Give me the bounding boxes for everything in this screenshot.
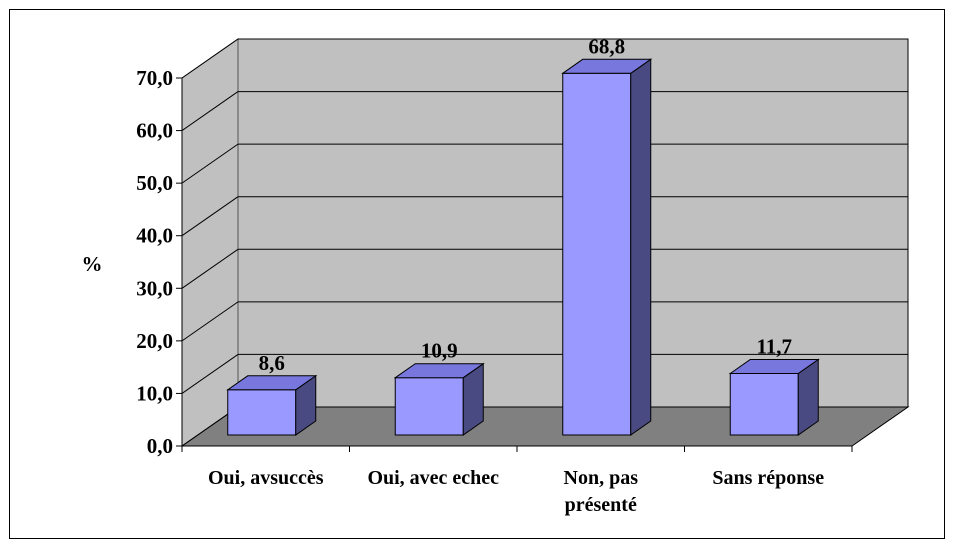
bar-top	[561, 58, 653, 74]
y-tick-label: 20,0	[136, 329, 173, 353]
gridline-depth	[181, 143, 239, 184]
category-label: présenté	[565, 494, 637, 516]
bar-top	[226, 375, 318, 391]
bar	[562, 72, 632, 436]
gridline-depth	[181, 301, 239, 342]
category-label: Sans réponse	[712, 467, 824, 489]
bar	[227, 389, 297, 436]
gridline-depth	[181, 248, 239, 289]
category-label: Oui, avsuccès	[208, 467, 324, 489]
data-label: 11,7	[756, 334, 792, 358]
bar	[729, 372, 799, 436]
bar-side	[630, 58, 652, 436]
data-label: 68,8	[588, 34, 625, 58]
y-tick-label: 70,0	[136, 66, 173, 90]
bar	[394, 377, 464, 436]
gridline-depth	[181, 91, 239, 131]
y-tick-label: 10,0	[136, 381, 173, 405]
bar-top	[393, 363, 485, 379]
y-tick-label: 50,0	[136, 171, 173, 195]
category-label: Non, pas	[564, 467, 639, 489]
category-label: Oui, avec echec	[367, 467, 499, 489]
y-tick-label: 40,0	[136, 224, 173, 248]
y-axis-label: %	[82, 252, 103, 276]
bar-top	[728, 358, 820, 374]
data-label: 8,6	[259, 351, 285, 375]
data-label: 10,9	[421, 339, 458, 363]
gridline-depth	[181, 38, 239, 79]
gridline-depth	[181, 354, 239, 394]
side-wall	[181, 38, 239, 447]
y-tick-label: 60,0	[136, 119, 173, 143]
gridline-depth	[181, 196, 239, 237]
y-tick-label: 30,0	[136, 276, 173, 300]
y-tick-label: 0,0	[147, 434, 173, 458]
